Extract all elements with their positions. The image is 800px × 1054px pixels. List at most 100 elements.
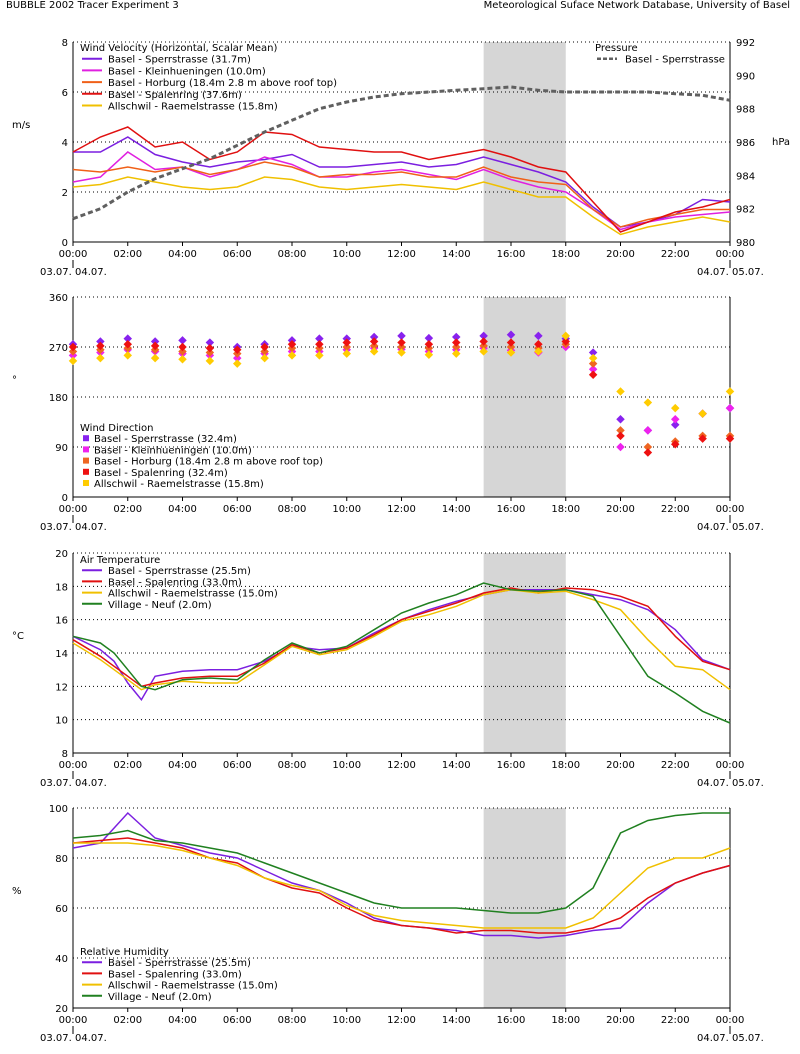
series-line	[73, 136, 731, 228]
x-tick-label: 06:00	[223, 249, 252, 260]
date-label-right: 04.07. 05.07.	[697, 267, 764, 278]
y-axis-label: °	[12, 375, 17, 386]
legend-marker	[83, 457, 89, 464]
data-point	[643, 398, 653, 407]
y2-tick-label: 986	[736, 138, 755, 149]
x-tick-label: 04:00	[168, 249, 197, 260]
x-tick-label: 08:00	[278, 760, 307, 771]
y-axis-label: m/s	[12, 120, 30, 131]
date-label-right: 04.07. 05.07.	[697, 522, 764, 533]
x-tick-label: 14:00	[442, 1015, 471, 1026]
legend-marker	[83, 480, 89, 486]
y-tick-label: 12	[55, 682, 68, 693]
y-tick-label: 40	[55, 954, 68, 965]
legend-label: Village - Neuf (2.0m)	[108, 600, 212, 611]
data-point	[342, 349, 351, 358]
data-point	[178, 342, 187, 352]
series-line	[73, 842, 731, 929]
data-point	[643, 442, 653, 452]
data-point	[342, 342, 351, 352]
data-point	[479, 337, 488, 346]
data-point	[616, 387, 625, 396]
series-line	[72, 176, 731, 236]
x-tick-label: 22:00	[661, 504, 690, 515]
x-tick-label: 16:00	[497, 504, 526, 515]
series-line	[72, 837, 731, 934]
x-tick-label: 12:00	[387, 249, 416, 260]
x-tick-label: 16:00	[497, 760, 526, 771]
x-tick-label: 00:00	[716, 249, 745, 260]
x-tick-label: 02:00	[113, 1015, 142, 1026]
x-tick-label: 14:00	[442, 249, 471, 260]
y-tick-label: 14	[55, 649, 68, 660]
data-point	[150, 353, 160, 363]
x-tick-label: 18:00	[551, 760, 580, 771]
data-point	[725, 387, 735, 396]
data-point	[287, 351, 297, 360]
x-tick-label: 10:00	[332, 249, 361, 260]
data-point	[698, 409, 707, 418]
y2-tick-label: 990	[736, 71, 755, 82]
data-point	[233, 345, 242, 355]
data-point	[123, 351, 132, 360]
series-line	[72, 582, 731, 724]
y-tick-label: 18	[55, 582, 68, 593]
header-source: Meteorological Suface Network Database, …	[483, 0, 790, 11]
x-tick-label: 06:00	[223, 504, 252, 515]
legend-label: Allschwil - Raemelstrasse (15.0m)	[108, 589, 278, 600]
data-point	[315, 334, 324, 343]
data-point	[260, 347, 269, 356]
y-tick-label: 6	[62, 88, 68, 99]
x-tick-label: 20:00	[606, 504, 635, 515]
legend-label: Basel - Spalenring (37.6m)	[108, 90, 242, 101]
data-point	[397, 348, 406, 357]
x-tick-label: 04:00	[168, 760, 197, 771]
date-label-left: 03.07. 04.07.	[40, 267, 107, 278]
legend-label: Allschwil - Raemelstrasse (15.8m)	[94, 479, 264, 490]
data-point	[342, 338, 351, 347]
data-point	[68, 347, 78, 356]
wind-direction-panel: 0 90 180 270 360 ° 00:00 02:00 04:00 06:00 08:00 10…	[12, 293, 764, 533]
data-point	[205, 348, 215, 357]
data-point	[315, 351, 324, 360]
data-point	[369, 337, 379, 346]
x-tick-label: 10:00	[332, 504, 361, 515]
data-point	[452, 342, 461, 352]
data-point	[588, 370, 598, 380]
data-point	[452, 332, 461, 342]
date-label-left: 03.07. 04.07.	[40, 778, 107, 789]
y-tick-label: 0	[62, 493, 68, 504]
y-tick-label: 180	[49, 393, 68, 404]
data-point	[479, 347, 488, 356]
y-tick-label: 20	[55, 1004, 68, 1015]
data-point	[616, 442, 625, 452]
data-point	[643, 426, 653, 435]
data-point	[588, 353, 598, 363]
y-tick-label: 10	[55, 716, 68, 727]
data-point	[725, 403, 735, 413]
data-point	[68, 356, 78, 366]
relative-humidity-panel: 20 40 60 80 100% 00:00 02:00 04:00 06:00 08:00 10:…	[12, 804, 764, 1044]
data-point	[561, 331, 570, 341]
x-tick-label: 00:00	[59, 760, 88, 771]
data-point	[205, 356, 215, 366]
y2-tick-label: 982	[736, 205, 755, 216]
legend-label: Allschwil - Raemelstrasse (15.0m)	[108, 981, 278, 992]
legend-label: Basel - Sperrstrasse (25.5m)	[108, 566, 251, 577]
data-point	[479, 341, 488, 351]
legend-marker	[83, 435, 89, 442]
data-point	[698, 434, 707, 443]
data-point	[260, 342, 269, 352]
data-point	[397, 331, 406, 341]
data-point	[616, 414, 625, 424]
date-label-right: 04.07. 05.07.	[697, 778, 764, 789]
air-temperature-panel: 8 10 12 14 16 18 20 °C 00:00 02:00 04:00 06:00 08:00…	[12, 549, 764, 789]
y-tick-label: 20	[55, 549, 68, 560]
series-line	[72, 85, 731, 221]
y2-tick-label: 992	[736, 38, 755, 49]
legend-label: Village - Neuf (2.0m)	[108, 992, 212, 1003]
data-point	[150, 337, 160, 346]
x-tick-label: 16:00	[497, 249, 526, 260]
x-tick-label: 00:00	[59, 504, 88, 515]
